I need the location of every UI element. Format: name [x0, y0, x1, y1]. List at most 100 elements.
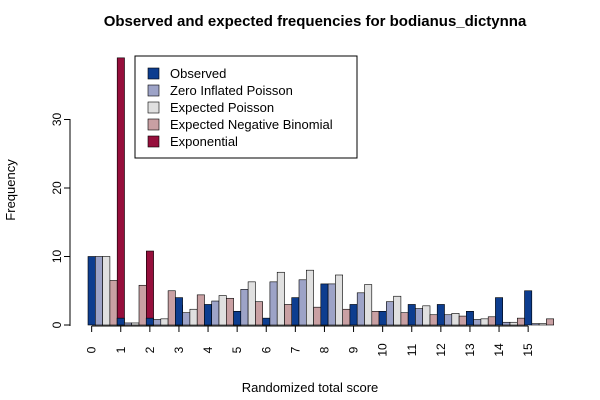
- x-tick-label: 9: [347, 346, 361, 353]
- x-tick-label: 5: [230, 346, 244, 353]
- bar-expected-negative-binomial-6: [284, 304, 293, 326]
- bar-expected-poisson-15: [538, 323, 547, 326]
- bar-observed-6: [262, 317, 271, 326]
- bar-expected-poisson-10: [393, 295, 402, 326]
- y-tick-label: 20: [50, 181, 64, 195]
- bar-zero-inflated-poisson-0: [95, 256, 103, 326]
- bar-zero-inflated-poisson-2: [153, 319, 162, 326]
- legend-swatch-0: [147, 67, 160, 80]
- bar-observed-1: [116, 317, 125, 326]
- legend-swatch-2: [147, 101, 160, 114]
- bar-expected-poisson-13: [480, 318, 489, 326]
- legend-swatch-1: [147, 84, 160, 97]
- bar-observed-13: [465, 310, 474, 326]
- bar-expected-negative-binomial-11: [429, 314, 438, 326]
- bar-zero-inflated-poisson-6: [269, 281, 278, 326]
- legend-swatch-3: [147, 118, 160, 131]
- bar-exponential-1: [146, 250, 154, 326]
- chart-title: Observed and expected frequencies for bo…: [104, 13, 527, 30]
- legend-label-1: Zero Inflated Poisson: [170, 83, 293, 98]
- bar-expected-negative-binomial-10: [400, 312, 409, 326]
- legend-box: [134, 55, 358, 159]
- bar-zero-inflated-poisson-8: [327, 283, 336, 326]
- bar-zero-inflated-poisson-15: [531, 323, 540, 326]
- x-tick-label: 8: [317, 346, 331, 353]
- x-tick-label: 0: [85, 346, 99, 353]
- bar-zero-inflated-poisson-11: [415, 308, 423, 326]
- bar-observed-3: [175, 297, 183, 326]
- x-tick-label: 12: [434, 343, 448, 357]
- bar-observed-0: [87, 256, 96, 326]
- bar-observed-10: [378, 310, 387, 326]
- bar-expected-negative-binomial-0: [109, 280, 118, 326]
- bar-expected-negative-binomial-14: [516, 317, 525, 326]
- bars: [87, 57, 555, 326]
- bar-expected-poisson-0: [102, 256, 111, 326]
- bar-observed-14: [495, 297, 503, 326]
- bar-observed-11: [407, 304, 416, 326]
- bar-expected-poisson-8: [335, 274, 343, 326]
- bar-zero-inflated-poisson-13: [473, 319, 482, 326]
- bar-expected-negative-binomial-8: [342, 308, 351, 326]
- y-tick-label: 10: [50, 250, 64, 264]
- bar-zero-inflated-poisson-7: [298, 279, 307, 326]
- y-tick-label: 30: [50, 113, 64, 127]
- bar-zero-inflated-poisson-14: [502, 321, 511, 326]
- legend-swatch-4: [147, 135, 160, 148]
- x-tick-label: 3: [172, 346, 186, 353]
- bar-zero-inflated-poisson-10: [385, 301, 394, 326]
- legend: Observed Zero Inflated Poisson Expected Po…: [134, 55, 358, 159]
- x-tick-label: 4: [201, 346, 215, 353]
- bar-expected-poisson-6: [276, 271, 285, 326]
- x-tick-label: 14: [492, 343, 506, 357]
- bar-expected-poisson-14: [509, 321, 518, 326]
- bar-observed-7: [291, 297, 300, 326]
- x-tick-label: 6: [259, 346, 273, 353]
- bar-zero-inflated-poisson-3: [182, 312, 191, 326]
- bar-observed-9: [349, 304, 358, 326]
- x-tick-label: 1: [114, 346, 128, 353]
- bar-expected-poisson-7: [305, 269, 314, 326]
- bar-exponential-0: [116, 57, 125, 326]
- bar-zero-inflated-poisson-5: [240, 289, 249, 326]
- bar-expected-poisson-11: [422, 305, 431, 326]
- bar-observed-5: [233, 310, 242, 326]
- y-ticks: 0 10 20 30: [50, 113, 70, 328]
- bar-zero-inflated-poisson-9: [356, 292, 365, 326]
- bar-expected-negative-binomial-2: [167, 290, 176, 326]
- bar-observed-4: [204, 304, 212, 326]
- x-tick-label: 13: [463, 343, 477, 357]
- bar-expected-poisson-5: [247, 281, 256, 326]
- bar-expected-negative-binomial-1: [138, 284, 147, 326]
- bar-expected-poisson-12: [451, 313, 460, 326]
- bar-expected-negative-binomial-12: [458, 315, 467, 326]
- bar-observed-2: [145, 317, 154, 326]
- bar-observed-8: [320, 283, 329, 326]
- legend-label-0: Observed: [170, 66, 226, 81]
- bar-expected-negative-binomial-15: [546, 318, 555, 326]
- bar-expected-poisson-3: [189, 308, 198, 326]
- bar-expected-poisson-4: [218, 295, 227, 326]
- bar-expected-poisson-1: [131, 322, 140, 326]
- x-tick-label: 11: [405, 343, 419, 356]
- bar-expected-negative-binomial-3: [196, 294, 205, 326]
- legend-label-2: Expected Poisson: [170, 100, 274, 115]
- bar-expected-negative-binomial-5: [255, 301, 263, 326]
- x-tick-label: 10: [376, 343, 390, 357]
- bar-expected-negative-binomial-9: [371, 310, 380, 326]
- x-tick-label: 15: [521, 343, 535, 357]
- legend-label-4: Exponential: [170, 134, 238, 149]
- bar-zero-inflated-poisson-12: [444, 314, 453, 326]
- bar-zero-inflated-poisson-4: [211, 300, 220, 326]
- bar-expected-negative-binomial-13: [487, 316, 496, 326]
- x-tick-label: 7: [288, 346, 302, 353]
- bar-expected-poisson-9: [364, 284, 373, 326]
- y-tick-label: 0: [50, 321, 64, 328]
- bar-expected-poisson-2: [160, 318, 169, 326]
- bar-expected-negative-binomial-7: [313, 306, 322, 326]
- bar-zero-inflated-poisson-1: [124, 322, 133, 326]
- x-axis-label: Randomized total score: [242, 380, 379, 395]
- bar-observed-15: [524, 290, 533, 326]
- bar-observed-12: [436, 304, 445, 326]
